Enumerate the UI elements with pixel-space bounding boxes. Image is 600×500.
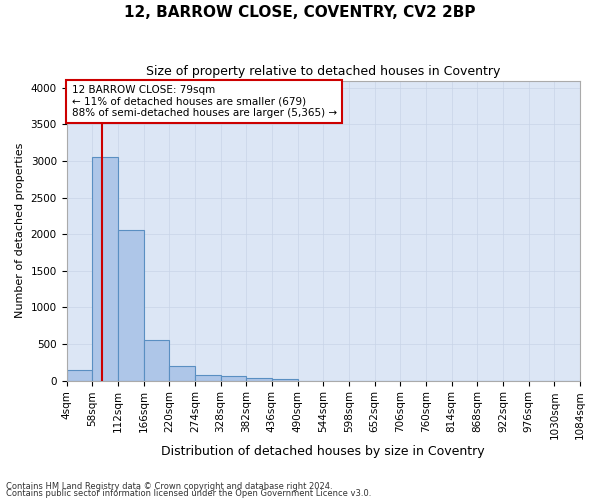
Text: 12 BARROW CLOSE: 79sqm
← 11% of detached houses are smaller (679)
88% of semi-de: 12 BARROW CLOSE: 79sqm ← 11% of detached… [71,85,337,118]
Bar [118,230,143,380]
Text: Contains HM Land Registry data © Crown copyright and database right 2024.: Contains HM Land Registry data © Crown c… [6,482,332,491]
Title: Size of property relative to detached houses in Coventry: Size of property relative to detached ho… [146,65,500,78]
Bar [143,340,169,380]
Bar [221,376,246,380]
Bar [92,156,118,380]
Bar [246,378,272,380]
Bar [169,366,195,380]
Bar [195,374,221,380]
Text: 12, BARROW CLOSE, COVENTRY, CV2 2BP: 12, BARROW CLOSE, COVENTRY, CV2 2BP [124,5,476,20]
Bar [67,370,92,380]
Text: Contains public sector information licensed under the Open Government Licence v3: Contains public sector information licen… [6,489,371,498]
X-axis label: Distribution of detached houses by size in Coventry: Distribution of detached houses by size … [161,444,485,458]
Y-axis label: Number of detached properties: Number of detached properties [15,143,25,318]
